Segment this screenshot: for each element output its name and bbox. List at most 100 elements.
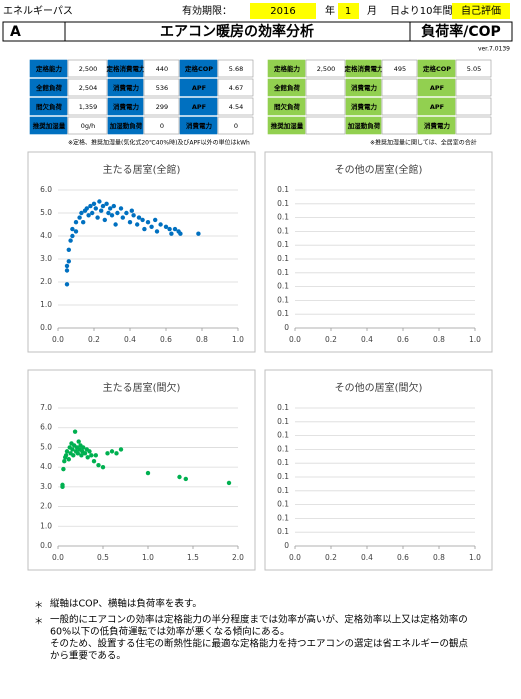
x-tick-label: 0.0 <box>52 553 64 562</box>
table-header: 全館負荷 <box>35 83 63 92</box>
point <box>66 247 72 252</box>
point <box>62 459 67 464</box>
point <box>102 217 108 223</box>
point <box>97 199 102 204</box>
point <box>163 224 169 229</box>
y-tick-label: 4.0 <box>40 231 52 240</box>
footnote-line: 一般的にエアコンの効率は定格能力の半分程度までは効率が高いが、定格効率以上又は定… <box>50 614 468 626</box>
x-tick-label: 0.2 <box>88 335 100 344</box>
version: ver.7.0139 <box>478 46 510 53</box>
doc-title: エアコン暖房の効率分析 <box>160 23 314 40</box>
point <box>113 222 118 227</box>
point <box>226 480 232 486</box>
point <box>118 447 124 452</box>
evaluation: 自己評価 <box>461 4 501 17</box>
table-cell <box>381 78 418 97</box>
y-tick-label: 0.1 <box>277 513 289 522</box>
point <box>135 222 140 227</box>
y-tick-label: 0.1 <box>277 472 289 481</box>
point <box>167 226 172 232</box>
y-tick-label: 1.0 <box>40 300 52 309</box>
y-tick-label: 0.1 <box>277 500 289 509</box>
x-tick-label: 0.6 <box>397 553 409 562</box>
table-header-cell <box>107 97 144 116</box>
table-value: 4.54 <box>229 103 243 111</box>
x-tick-label: 1.0 <box>469 553 481 562</box>
chart-title: 主たる居室(全館) <box>103 163 181 176</box>
point <box>75 451 81 456</box>
x-tick-label: 1.0 <box>469 335 481 344</box>
y-tick-label: 0.1 <box>277 226 289 235</box>
table-header: 全館負荷 <box>273 83 301 92</box>
table-header-cell <box>179 97 218 116</box>
year: 2016 <box>270 6 295 17</box>
table-header: 消費電力 <box>351 102 378 111</box>
point <box>81 220 86 225</box>
table-value: 536 <box>156 84 168 92</box>
table-header: 定格消費電力 <box>344 64 385 73</box>
table-header-cell <box>417 116 456 135</box>
eval-box <box>452 3 510 19</box>
y-tick-label: 4.0 <box>40 462 52 471</box>
chart-title: その他の居室(間欠) <box>335 381 423 394</box>
table-header: 推奨加湿量 <box>271 121 304 130</box>
footnote-line: 60%以下の低負荷運転では効率が悪くなる傾向にある。 <box>50 626 290 638</box>
y-tick-label: 0.1 <box>277 185 289 194</box>
point <box>64 263 70 269</box>
chart-frame <box>27 369 256 571</box>
footnote-line: から重要である。 <box>50 650 126 662</box>
point <box>91 201 97 206</box>
table-header: 消費電力 <box>113 83 140 92</box>
point <box>100 464 106 470</box>
table-value: 299 <box>156 103 168 111</box>
table-header-cell <box>107 116 144 135</box>
table-header-cell <box>267 97 306 116</box>
point <box>91 459 97 464</box>
x-tick-label: 0.0 <box>289 335 301 344</box>
table-cell <box>217 78 254 97</box>
point <box>145 470 151 476</box>
point <box>61 466 66 472</box>
y-tick-label: 0.1 <box>277 295 289 304</box>
year-box <box>250 3 316 19</box>
point <box>111 203 117 209</box>
table-header: 消費電力 <box>113 102 140 111</box>
y-tick-label: 0 <box>284 323 289 332</box>
x-tick-label: 0.5 <box>97 553 109 562</box>
note: ※定格、推奨加湿量(気化式20℃40%時)及びAPF以外の単位はkWh <box>68 139 250 147</box>
table-header: APF <box>430 84 444 92</box>
point <box>196 231 201 236</box>
table-cell <box>143 59 180 78</box>
chart-frame <box>27 151 256 353</box>
table-cell <box>143 116 180 135</box>
table-header-cell <box>267 78 306 97</box>
point <box>108 206 113 211</box>
point <box>104 201 109 206</box>
table-value: 5.05 <box>467 65 481 73</box>
month-box <box>338 3 359 19</box>
y-tick-label: 0.1 <box>277 527 289 536</box>
point <box>87 449 92 454</box>
x-tick-label: 1.5 <box>187 553 199 562</box>
y-tick-label: 0.1 <box>277 417 289 426</box>
footnote-line: 縦軸はCOP、横軸は負荷率を表す。 <box>50 598 202 610</box>
x-tick-label: 0.2 <box>325 553 337 562</box>
x-tick-label: 0.8 <box>433 553 445 562</box>
table-value: 2,500 <box>79 65 98 73</box>
point <box>136 215 142 220</box>
table-cell <box>381 97 418 116</box>
x-tick-label: 0.6 <box>160 335 172 344</box>
y-tick-label: 0.1 <box>277 403 289 412</box>
table-header: 消費電力 <box>186 121 213 130</box>
y-tick-label: 6.0 <box>40 185 52 194</box>
y-tick-label: 0.1 <box>277 240 289 249</box>
y-tick-label: 0.1 <box>277 458 289 467</box>
point <box>84 206 90 211</box>
y-tick-label: 0.1 <box>277 486 289 495</box>
chart-title: 主たる居室(間欠) <box>103 381 181 394</box>
point <box>158 222 163 227</box>
point <box>64 282 70 287</box>
table-value: 0 <box>160 122 164 130</box>
point <box>63 453 69 458</box>
point <box>70 226 75 232</box>
